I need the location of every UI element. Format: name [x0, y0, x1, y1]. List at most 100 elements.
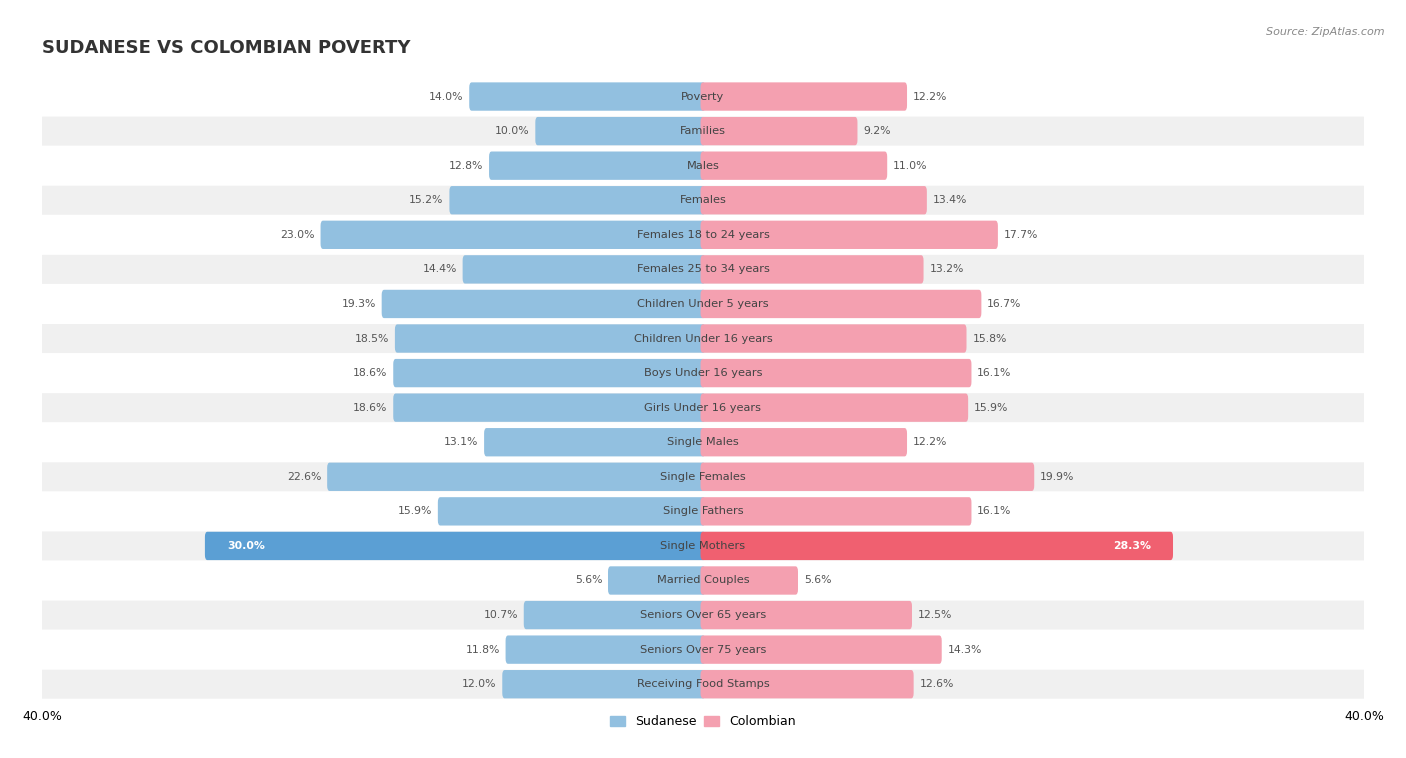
FancyBboxPatch shape [42, 255, 1364, 284]
FancyBboxPatch shape [394, 393, 706, 422]
FancyBboxPatch shape [700, 117, 858, 146]
FancyBboxPatch shape [205, 532, 706, 560]
Text: Children Under 16 years: Children Under 16 years [634, 334, 772, 343]
Legend: Sudanese, Colombian: Sudanese, Colombian [605, 710, 801, 733]
FancyBboxPatch shape [700, 324, 966, 352]
FancyBboxPatch shape [700, 497, 972, 525]
FancyBboxPatch shape [700, 290, 981, 318]
Text: 12.0%: 12.0% [463, 679, 496, 689]
Text: Females 18 to 24 years: Females 18 to 24 years [637, 230, 769, 240]
FancyBboxPatch shape [42, 393, 1364, 422]
Text: Single Mothers: Single Mothers [661, 541, 745, 551]
FancyBboxPatch shape [506, 635, 706, 664]
Text: 14.4%: 14.4% [422, 265, 457, 274]
FancyBboxPatch shape [524, 601, 706, 629]
FancyBboxPatch shape [700, 428, 907, 456]
Text: 12.2%: 12.2% [912, 92, 948, 102]
Text: 22.6%: 22.6% [287, 471, 322, 482]
Text: 17.7%: 17.7% [1004, 230, 1038, 240]
FancyBboxPatch shape [700, 462, 1035, 491]
Text: Males: Males [686, 161, 720, 171]
FancyBboxPatch shape [42, 531, 1364, 560]
Text: 12.2%: 12.2% [912, 437, 948, 447]
Text: 15.2%: 15.2% [409, 196, 444, 205]
Text: 10.7%: 10.7% [484, 610, 517, 620]
Text: Poverty: Poverty [682, 92, 724, 102]
Text: 30.0%: 30.0% [228, 541, 266, 551]
FancyBboxPatch shape [42, 151, 1364, 180]
FancyBboxPatch shape [42, 359, 1364, 387]
FancyBboxPatch shape [42, 600, 1364, 630]
Text: Seniors Over 65 years: Seniors Over 65 years [640, 610, 766, 620]
FancyBboxPatch shape [463, 255, 706, 283]
FancyBboxPatch shape [700, 221, 998, 249]
Text: Single Females: Single Females [661, 471, 745, 482]
Text: 5.6%: 5.6% [575, 575, 602, 585]
Text: 14.0%: 14.0% [429, 92, 464, 102]
Text: Females 25 to 34 years: Females 25 to 34 years [637, 265, 769, 274]
FancyBboxPatch shape [700, 532, 1173, 560]
FancyBboxPatch shape [42, 635, 1364, 664]
Text: 5.6%: 5.6% [804, 575, 831, 585]
Text: 13.1%: 13.1% [444, 437, 478, 447]
FancyBboxPatch shape [700, 566, 799, 595]
Text: 10.0%: 10.0% [495, 126, 530, 136]
FancyBboxPatch shape [394, 359, 706, 387]
FancyBboxPatch shape [700, 186, 927, 215]
FancyBboxPatch shape [42, 566, 1364, 595]
FancyBboxPatch shape [700, 255, 924, 283]
Text: 18.5%: 18.5% [354, 334, 389, 343]
FancyBboxPatch shape [42, 428, 1364, 457]
Text: 13.4%: 13.4% [932, 196, 967, 205]
FancyBboxPatch shape [321, 221, 706, 249]
FancyBboxPatch shape [470, 83, 706, 111]
FancyBboxPatch shape [502, 670, 706, 698]
Text: 15.8%: 15.8% [973, 334, 1007, 343]
Text: Receiving Food Stamps: Receiving Food Stamps [637, 679, 769, 689]
Text: Single Fathers: Single Fathers [662, 506, 744, 516]
Text: Girls Under 16 years: Girls Under 16 years [644, 402, 762, 412]
FancyBboxPatch shape [42, 324, 1364, 353]
FancyBboxPatch shape [42, 496, 1364, 526]
Text: 11.0%: 11.0% [893, 161, 928, 171]
FancyBboxPatch shape [536, 117, 706, 146]
Text: 13.2%: 13.2% [929, 265, 963, 274]
FancyBboxPatch shape [700, 601, 912, 629]
FancyBboxPatch shape [489, 152, 706, 180]
Text: Boys Under 16 years: Boys Under 16 years [644, 368, 762, 378]
Text: 9.2%: 9.2% [863, 126, 891, 136]
Text: Source: ZipAtlas.com: Source: ZipAtlas.com [1267, 27, 1385, 36]
Text: 12.8%: 12.8% [449, 161, 484, 171]
Text: 28.3%: 28.3% [1112, 541, 1150, 551]
Text: 19.3%: 19.3% [342, 299, 375, 309]
Text: Children Under 5 years: Children Under 5 years [637, 299, 769, 309]
Text: 16.7%: 16.7% [987, 299, 1022, 309]
Text: Married Couples: Married Couples [657, 575, 749, 585]
Text: 16.1%: 16.1% [977, 506, 1011, 516]
FancyBboxPatch shape [42, 669, 1364, 699]
Text: 12.6%: 12.6% [920, 679, 953, 689]
Text: 15.9%: 15.9% [398, 506, 432, 516]
Text: SUDANESE VS COLOMBIAN POVERTY: SUDANESE VS COLOMBIAN POVERTY [42, 39, 411, 57]
FancyBboxPatch shape [700, 83, 907, 111]
FancyBboxPatch shape [42, 186, 1364, 215]
Text: Females: Females [679, 196, 727, 205]
FancyBboxPatch shape [700, 393, 969, 422]
Text: Families: Families [681, 126, 725, 136]
Text: 18.6%: 18.6% [353, 402, 388, 412]
FancyBboxPatch shape [395, 324, 706, 352]
FancyBboxPatch shape [484, 428, 706, 456]
FancyBboxPatch shape [381, 290, 706, 318]
Text: 14.3%: 14.3% [948, 644, 981, 655]
Text: 23.0%: 23.0% [280, 230, 315, 240]
FancyBboxPatch shape [450, 186, 706, 215]
Text: 18.6%: 18.6% [353, 368, 388, 378]
FancyBboxPatch shape [42, 221, 1364, 249]
FancyBboxPatch shape [328, 462, 706, 491]
FancyBboxPatch shape [437, 497, 706, 525]
Text: 15.9%: 15.9% [974, 402, 1008, 412]
FancyBboxPatch shape [700, 635, 942, 664]
Text: 16.1%: 16.1% [977, 368, 1011, 378]
Text: 11.8%: 11.8% [465, 644, 499, 655]
Text: 12.5%: 12.5% [918, 610, 952, 620]
